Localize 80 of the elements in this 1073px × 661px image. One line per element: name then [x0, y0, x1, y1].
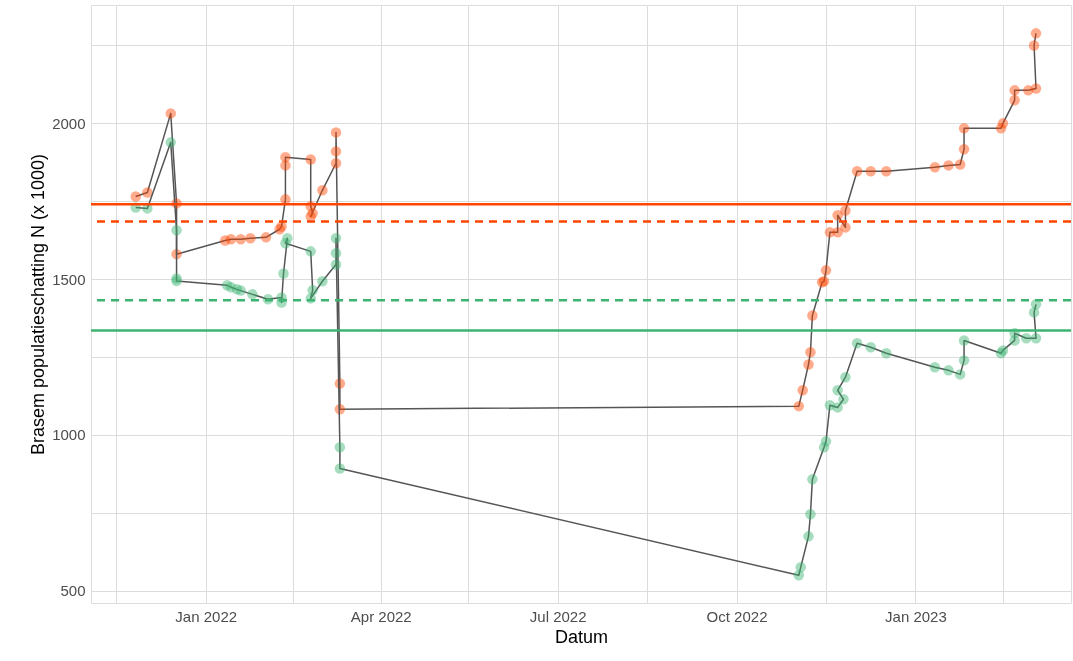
point — [165, 108, 176, 119]
x-axis-title: Datum — [554, 626, 609, 647]
y-tick-label: 1000 — [52, 426, 86, 444]
point — [840, 205, 851, 216]
x-tick-label: Oct 2022 — [706, 607, 768, 625]
point — [807, 310, 818, 321]
point — [865, 342, 876, 353]
point — [805, 509, 816, 520]
point — [330, 127, 342, 138]
point — [807, 474, 818, 485]
point — [317, 185, 328, 196]
point — [334, 463, 346, 474]
point — [317, 276, 328, 287]
point — [851, 338, 863, 349]
point — [929, 361, 941, 373]
point — [832, 210, 843, 221]
x-tick-label: Apr 2022 — [350, 607, 412, 625]
point — [803, 359, 814, 370]
point — [165, 137, 176, 148]
point — [832, 385, 843, 396]
point — [958, 143, 970, 155]
point — [840, 222, 851, 233]
point — [803, 531, 814, 542]
x-tick-label: Jan 2023 — [885, 607, 947, 625]
point — [330, 233, 342, 244]
point — [943, 365, 954, 376]
point — [334, 442, 346, 453]
point — [958, 335, 970, 346]
point — [245, 233, 256, 244]
point — [840, 371, 851, 383]
point — [1030, 333, 1042, 344]
point — [171, 224, 182, 236]
point — [997, 118, 1009, 129]
point — [832, 402, 843, 413]
point — [793, 400, 805, 412]
point — [142, 187, 153, 198]
point — [943, 160, 954, 171]
point — [1009, 85, 1020, 96]
point — [958, 123, 970, 134]
x-tick-label: Jul 2022 — [529, 607, 587, 625]
y-axis-title: Brasem populatieschatting N (x 1000) — [28, 153, 49, 456]
point — [805, 347, 816, 358]
point — [1021, 333, 1032, 344]
point — [1009, 95, 1020, 106]
point — [278, 268, 289, 279]
point — [235, 233, 246, 245]
point — [280, 152, 291, 163]
point — [838, 394, 849, 405]
y-tick-label: 500 — [60, 582, 86, 600]
point — [260, 232, 272, 243]
point — [797, 385, 808, 396]
x-tick-label: Jan 2022 — [175, 607, 238, 625]
y-tick-label: 1500 — [52, 270, 86, 288]
point — [820, 265, 832, 276]
point — [954, 159, 966, 170]
point — [881, 347, 892, 359]
point — [235, 285, 246, 296]
point — [305, 246, 316, 257]
point — [795, 561, 806, 573]
point — [330, 157, 342, 169]
point — [330, 259, 342, 270]
point — [865, 166, 876, 177]
point — [305, 154, 316, 165]
point — [851, 166, 863, 177]
point — [954, 369, 966, 380]
point — [958, 355, 970, 366]
point — [280, 238, 291, 249]
point — [330, 146, 342, 157]
point — [1030, 83, 1042, 94]
point — [881, 166, 892, 177]
point — [929, 162, 941, 173]
point — [832, 227, 843, 238]
y-tick-label: 2000 — [52, 114, 86, 132]
point — [820, 436, 832, 447]
point — [330, 248, 342, 259]
point — [130, 191, 141, 202]
point — [247, 289, 258, 300]
point — [225, 233, 237, 245]
point — [1028, 40, 1040, 51]
point — [1030, 28, 1042, 39]
